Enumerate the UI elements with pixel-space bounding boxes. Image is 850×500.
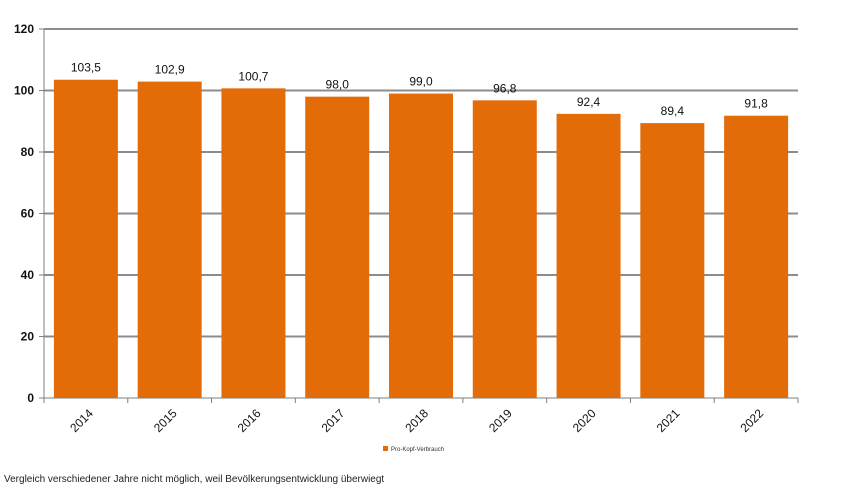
bar	[305, 96, 370, 399]
data-label: 100,7	[238, 69, 268, 83]
y-tick-label: 120	[14, 22, 34, 36]
x-tick-label: 2020	[570, 406, 599, 435]
bar	[137, 81, 202, 399]
x-tick-label: 2017	[319, 406, 348, 435]
x-tick-label: 2018	[402, 406, 431, 435]
bar	[640, 123, 705, 398]
data-label: 91,8	[744, 97, 768, 111]
bar-chart: 103,5 102,9 100,798,0 99,0 96,892,489,491,8 …	[14, 22, 799, 453]
data-label: 89,4	[661, 104, 685, 118]
bar	[556, 113, 621, 399]
y-tick-label: 60	[21, 207, 35, 221]
data-label: 103,5	[71, 61, 101, 75]
y-tick-label: 0	[27, 391, 34, 405]
bar	[53, 79, 118, 399]
x-tick-label: 2015	[151, 406, 180, 435]
x-axis: 2014 2015 2016 2017 2018 2019 2020 2021 2022	[43, 397, 799, 435]
y-tick-label: 40	[21, 268, 35, 282]
footnote: Vergleich verschiedener Jahre nicht mögl…	[4, 474, 385, 485]
x-tick-label: 2019	[486, 406, 515, 435]
y-axis: 0 20 40 60 80 100 120	[14, 22, 45, 405]
bar	[472, 100, 537, 398]
bar	[724, 115, 789, 398]
data-label: 102,9	[155, 63, 185, 77]
y-tick-label: 20	[21, 330, 35, 344]
bar	[389, 93, 453, 398]
data-label: 96,8	[493, 81, 517, 95]
legend-swatch	[383, 446, 388, 451]
data-labels: 103,5 102,9 100,7 98,0 99,0 96,8 92,4 89,4 91,8	[71, 61, 768, 118]
y-tick-label: 80	[21, 145, 35, 159]
x-tick-label: 2021	[654, 406, 683, 435]
bar	[221, 88, 286, 398]
x-tick-label: 2014	[67, 406, 96, 435]
y-tick-label: 100	[14, 84, 34, 98]
data-label: 92,4	[577, 95, 601, 109]
data-label: 99,0	[409, 75, 433, 89]
x-tick-label: 2016	[235, 406, 264, 435]
data-label: 98,0	[326, 78, 350, 92]
bars	[53, 79, 789, 399]
x-tick-label: 2022	[737, 406, 766, 435]
legend: Pro-Kopf-Verbrauch	[383, 446, 444, 453]
legend-label: Pro-Kopf-Verbrauch	[391, 447, 444, 453]
